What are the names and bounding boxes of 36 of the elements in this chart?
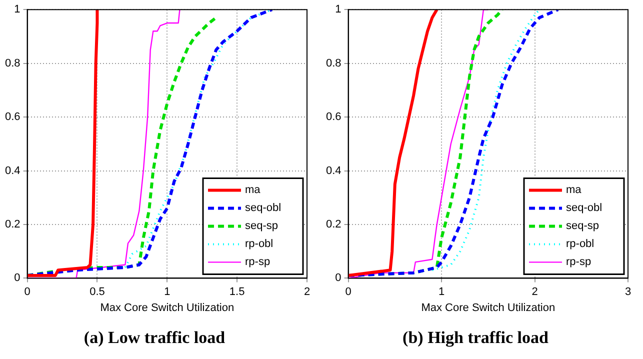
legend-label: seq-sp bbox=[245, 220, 278, 232]
x-tick-label: 2 bbox=[304, 286, 310, 298]
y-tick-label: 0.4 bbox=[326, 164, 342, 177]
y-tick-label: 0.6 bbox=[326, 111, 342, 124]
x-tick-label: 3 bbox=[624, 286, 632, 298]
y-tick-label: 0.8 bbox=[326, 57, 342, 70]
y-tick-label: 0.8 bbox=[4, 57, 20, 70]
y-tick-label: 0 bbox=[335, 272, 342, 284]
x-axis-title: Max Core Switch Utilization bbox=[100, 302, 234, 314]
legend-label: rp-obl bbox=[566, 238, 594, 250]
x-tick-label: 0 bbox=[345, 286, 352, 298]
y-tick-label: 0 bbox=[14, 272, 20, 284]
legend-label: ma bbox=[566, 184, 582, 196]
legend-label: seq-obl bbox=[245, 202, 282, 214]
x-tick-label: 0.5 bbox=[90, 286, 105, 298]
legend-label: rp-sp bbox=[245, 256, 270, 268]
legend-label: rp-sp bbox=[566, 256, 592, 268]
y-tick-label: 0.6 bbox=[4, 111, 20, 124]
x-tick-label: 1.5 bbox=[229, 286, 245, 298]
legend-label: seq-sp bbox=[566, 220, 600, 232]
y-tick-label: 0.2 bbox=[4, 218, 20, 231]
y-tick-label: 1 bbox=[14, 4, 20, 16]
x-axis-title: Max Core Switch Utilization bbox=[421, 302, 556, 314]
x-tick-label: 2 bbox=[532, 286, 538, 298]
legend-label: rp-obl bbox=[245, 238, 274, 250]
x-tick-label: 1 bbox=[164, 286, 170, 298]
y-tick-label: 0.2 bbox=[326, 218, 342, 231]
legend-label: ma bbox=[245, 184, 262, 196]
x-tick-label: 0 bbox=[24, 286, 30, 298]
y-tick-label: 0.4 bbox=[4, 164, 20, 177]
text: (a) Low traffic load bbox=[84, 328, 226, 348]
x-tick-label: 1 bbox=[438, 286, 445, 298]
line-series bbox=[431, 10, 540, 272]
legend-label: seq-obl bbox=[566, 202, 602, 214]
text: (b) High traffic load bbox=[402, 328, 549, 348]
y-tick-label: 1 bbox=[335, 4, 342, 16]
